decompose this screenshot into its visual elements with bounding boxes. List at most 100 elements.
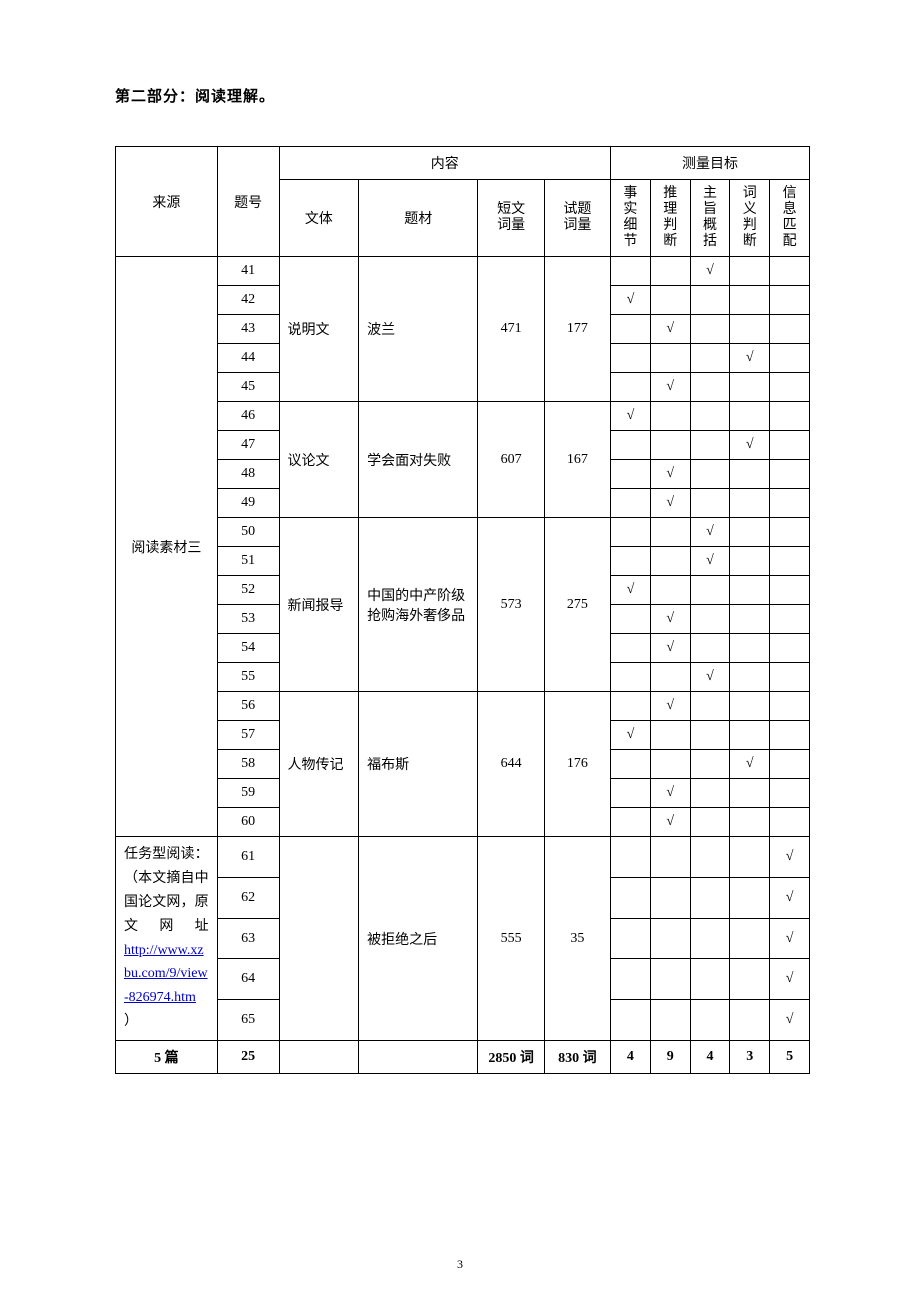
hdr-source: 来源 [116,147,218,257]
measure-cell [730,959,770,1000]
measure-cell [770,750,810,779]
measure-cell [611,692,651,721]
measure-cell [770,489,810,518]
source-link[interactable]: http://www.xzbu.com/9/view-826974.htm [124,943,208,1006]
measure-cell [650,750,690,779]
sum-short: 2850 词 [478,1040,544,1073]
qno-cell: 61 [217,837,279,878]
measure-cell: √ [730,344,770,373]
measure-cell [730,286,770,315]
measure-cell: √ [650,460,690,489]
hdr-ticai: 题材 [359,180,478,257]
measure-cell: √ [730,750,770,779]
wenti-cell: 议论文 [279,402,359,518]
measure-cell [650,721,690,750]
measure-cell [611,634,651,663]
measure-cell [611,518,651,547]
measure-cell [690,460,730,489]
wenti-cell: 人物传记 [279,692,359,837]
ticai-cell: 被拒绝之后 [359,837,478,1040]
qno-cell: 65 [217,1000,279,1041]
measure-cell [690,750,730,779]
measure-cell: √ [690,518,730,547]
hdr-content: 内容 [279,147,611,180]
measure-cell: √ [770,837,810,878]
qno-cell: 49 [217,489,279,518]
qno-cell: 51 [217,547,279,576]
table-row: 任务型阅读：（本文摘自中国论文网，原 文 网 址http://www.xzbu.… [116,837,810,878]
measure-cell [611,257,651,286]
measure-cell: √ [770,959,810,1000]
measure-cell [730,1000,770,1041]
measure-cell [611,959,651,1000]
hdr-qno: 题号 [217,147,279,257]
measure-cell [650,878,690,919]
qno-cell: 42 [217,286,279,315]
measure-cell: √ [650,808,690,837]
measure-cell [770,808,810,837]
measure-cell [770,721,810,750]
measure-cell [690,779,730,808]
measure-cell [770,460,810,489]
section-title: 第二部分：阅读理解。 [115,85,810,106]
testwords-cell: 35 [544,837,610,1040]
measure-cell [730,518,770,547]
sum-source: 5 篇 [116,1040,218,1073]
measure-cell [690,1000,730,1041]
table-row: 阅读素材三41说明文波兰471177√ [116,257,810,286]
measure-cell [650,344,690,373]
table-row: 50新闻报导中国的中产阶级抢购海外奢侈品573275√ [116,518,810,547]
measure-cell [690,489,730,518]
measure-cell [611,878,651,919]
qno-cell: 44 [217,344,279,373]
measure-cell: √ [690,257,730,286]
measure-cell [770,663,810,692]
measure-cell [690,918,730,959]
measure-cell [611,750,651,779]
measure-cell [650,837,690,878]
hdr-m5: 信息匹配 [770,180,810,257]
measure-cell [770,605,810,634]
qno-cell: 48 [217,460,279,489]
measure-cell [690,286,730,315]
testwords-cell: 177 [544,257,610,402]
measure-cell: √ [650,692,690,721]
qno-cell: 53 [217,605,279,634]
measure-cell [611,1000,651,1041]
sum-m3: 4 [690,1040,730,1073]
hdr-m3: 主旨概括 [690,180,730,257]
testwords-cell: 275 [544,518,610,692]
qno-cell: 52 [217,576,279,605]
measure-cell: √ [650,315,690,344]
measure-cell [770,373,810,402]
measure-cell [611,344,651,373]
sum-m2: 9 [650,1040,690,1073]
testwords-cell: 167 [544,402,610,518]
ticai-cell: 学会面对失败 [359,402,478,518]
measure-cell [650,663,690,692]
qno-cell: 62 [217,878,279,919]
ticai-cell: 福布斯 [359,692,478,837]
sum-m1: 4 [611,1040,651,1073]
measure-cell [730,692,770,721]
measure-cell: √ [650,489,690,518]
qno-cell: 63 [217,918,279,959]
measure-cell [690,576,730,605]
qno-cell: 64 [217,959,279,1000]
measure-cell [650,576,690,605]
qno-cell: 60 [217,808,279,837]
measure-cell [730,315,770,344]
sum-m4: 3 [730,1040,770,1073]
measure-cell [730,918,770,959]
measure-cell [611,373,651,402]
measure-cell: √ [611,286,651,315]
sum-wenti [279,1040,359,1073]
measure-cell [770,402,810,431]
measure-cell [730,878,770,919]
measure-cell: √ [611,402,651,431]
measure-cell [650,518,690,547]
wenti-cell: 说明文 [279,257,359,402]
qno-cell: 57 [217,721,279,750]
measure-cell [770,431,810,460]
measure-cell [690,808,730,837]
